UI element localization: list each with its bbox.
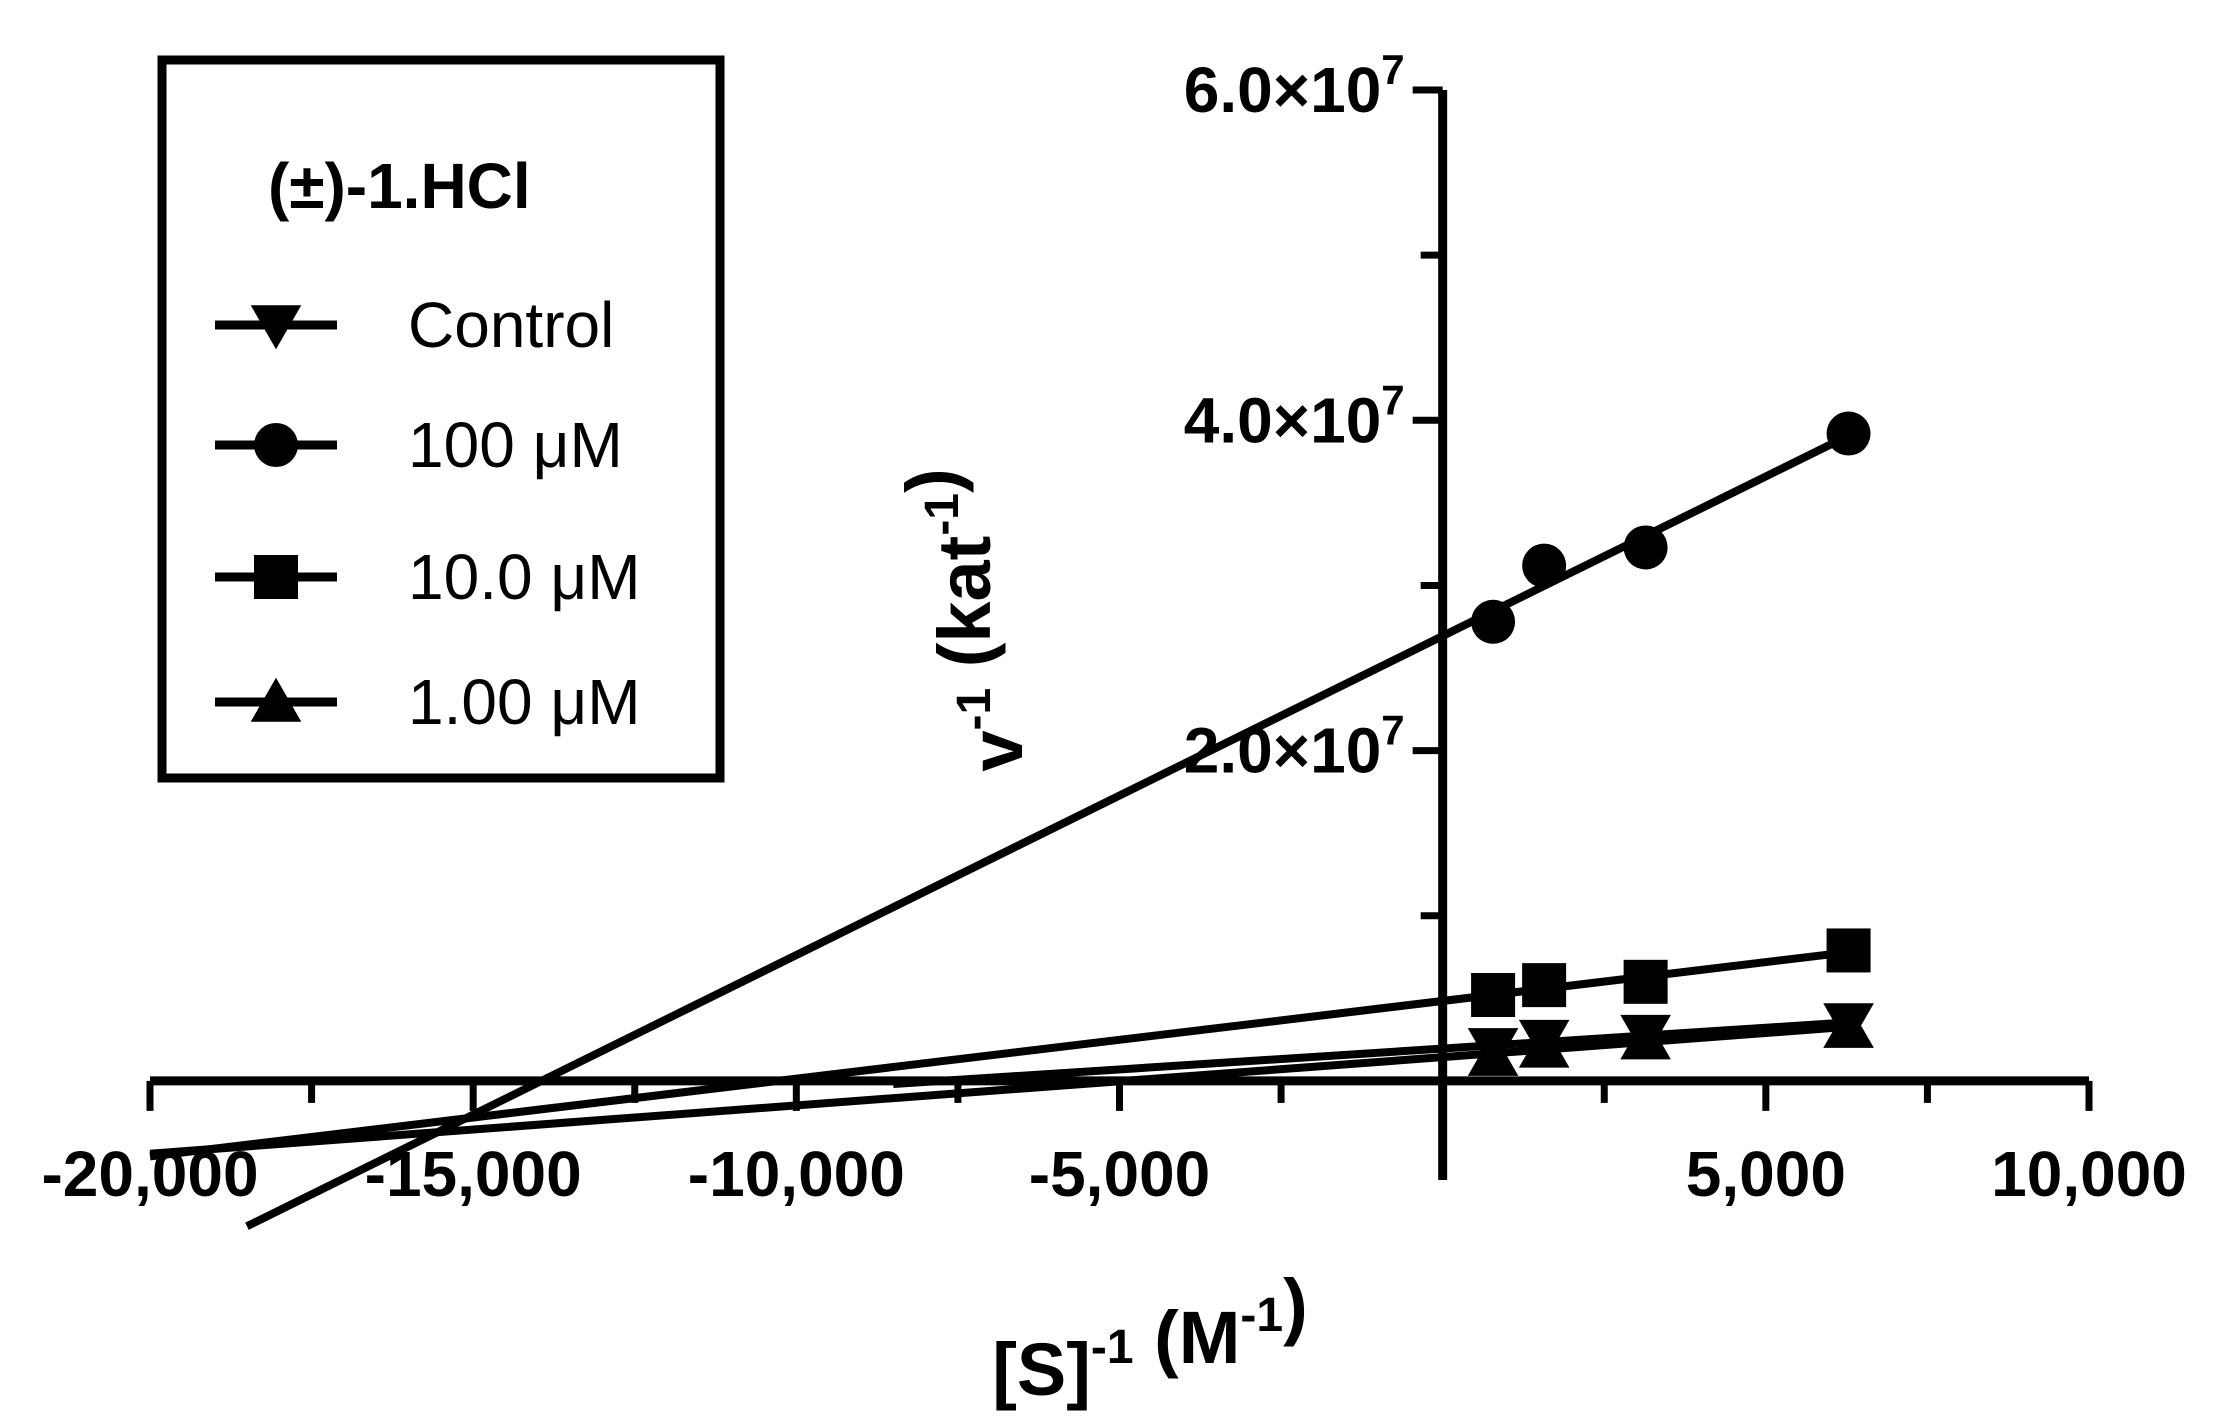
data-point-series-3-3	[1823, 1003, 1874, 1048]
legend-label-0: Control	[408, 289, 614, 361]
y-axis-title: v-1 (kat-1)	[891, 468, 1038, 771]
legend-marker-0	[250, 305, 302, 350]
legend-box	[157, 55, 725, 783]
x-tick-label: 10,000	[1991, 1138, 2187, 1210]
data-point-series-1-2	[1623, 525, 1668, 570]
data-point-series-3-2	[1620, 1015, 1671, 1060]
y-tick-label: 4.0×107	[1184, 376, 1405, 456]
fit-line-series-3	[149, 1022, 1849, 1158]
y-tick-label: 2.0×107	[1184, 707, 1405, 787]
fit-line-series-0	[893, 1018, 1849, 1089]
legend-title: (±)-1.HCl	[268, 150, 531, 222]
y-tick-label: 6.0×107	[1184, 46, 1405, 126]
x-tick-label: 5,000	[1686, 1138, 1846, 1210]
legend-marker-1	[254, 423, 298, 467]
data-markers	[1467, 411, 1874, 1076]
x-tick-label: -20,000	[41, 1138, 258, 1210]
legend-label-2: 10.0 μM	[408, 541, 641, 613]
data-point-series-1-0	[1471, 599, 1516, 644]
data-point-series-2-3	[1826, 928, 1871, 973]
axes: -20,000 -15,000 -10,000 -5,000 5,000 10,000 2.…	[41, 46, 2186, 1210]
x-tick-label: -15,000	[365, 1138, 582, 1210]
data-point-series-1-1	[1522, 543, 1567, 588]
legend-marker-3	[250, 677, 302, 722]
data-point-series-1-3	[1826, 411, 1871, 456]
x-tick-label: -10,000	[688, 1138, 905, 1210]
data-point-series-2-2	[1623, 959, 1668, 1004]
fit-line-series-2	[149, 948, 1850, 1161]
data-point-series-2-0	[1471, 973, 1516, 1018]
x-axis-title: [S]-1 (M-1)	[992, 1264, 1308, 1411]
legend-label-1: 100 μM	[408, 409, 623, 481]
legend-marker-2	[254, 555, 298, 599]
legend-label-3: 1.00 μM	[408, 666, 641, 738]
data-point-series-3-0	[1467, 1031, 1519, 1076]
data-point-series-2-1	[1522, 963, 1567, 1008]
fit-line-series-1	[245, 432, 1851, 1230]
x-tick-label: -5,000	[1029, 1138, 1210, 1210]
legend-entries: Control 100 μM 10.0 μM 1.00 μM	[215, 289, 641, 738]
data-point-series-3-1	[1518, 1023, 1570, 1068]
